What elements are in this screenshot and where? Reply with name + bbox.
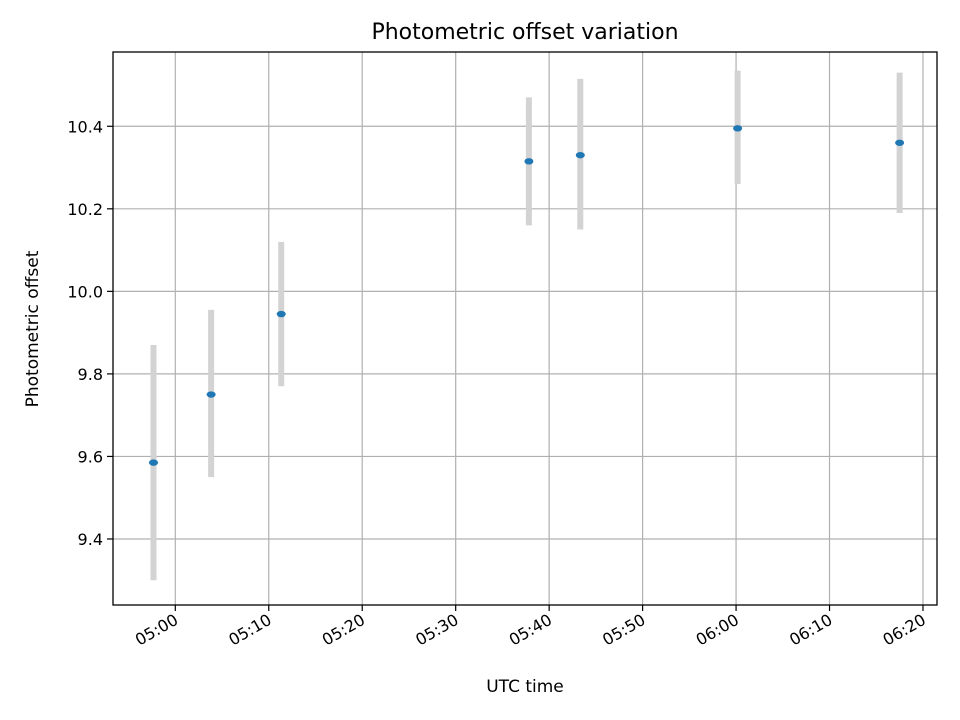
x-tick-label: 05:30 xyxy=(412,610,461,650)
data-point xyxy=(575,151,585,159)
data-point xyxy=(148,459,158,466)
y-tick-label: 10.4 xyxy=(67,117,103,136)
x-tick-label: 06:20 xyxy=(880,610,929,650)
x-tick-label: 06:00 xyxy=(693,610,742,650)
x-tick-label: 05:00 xyxy=(132,610,181,650)
data-point xyxy=(733,125,743,132)
y-tick-label: 9.4 xyxy=(78,530,103,549)
x-tick-label: 05:20 xyxy=(319,610,368,650)
chart-title: Photometric offset variation xyxy=(371,20,678,45)
data-point xyxy=(276,310,286,318)
y-tick-label: 9.8 xyxy=(78,365,103,384)
x-tick-label: 05:10 xyxy=(225,610,274,650)
x-tick-label: 05:40 xyxy=(506,610,555,650)
y-axis-label: Photometric offset xyxy=(23,250,43,407)
data-point xyxy=(895,139,905,146)
data-point xyxy=(524,158,534,165)
grid-lines xyxy=(113,52,937,605)
x-axis-label: UTC time xyxy=(486,677,564,697)
data-point xyxy=(206,391,216,398)
plot-frame xyxy=(112,51,938,606)
x-tick-label: 05:50 xyxy=(599,610,648,650)
y-tick-label: 10.2 xyxy=(67,200,103,219)
data-points xyxy=(148,125,905,466)
error-bars xyxy=(150,70,903,581)
x-axis: 05:00 05:10 05:20 05:30 05:40 05:50 06:00 06:10… xyxy=(132,605,929,650)
x-tick-label: 06:10 xyxy=(786,610,835,650)
y-axis: 9.4 9.6 9.8 10.0 10.2 10.4 xyxy=(67,117,113,549)
y-tick-label: 9.6 xyxy=(78,447,103,466)
y-tick-label: 10.0 xyxy=(67,282,103,301)
